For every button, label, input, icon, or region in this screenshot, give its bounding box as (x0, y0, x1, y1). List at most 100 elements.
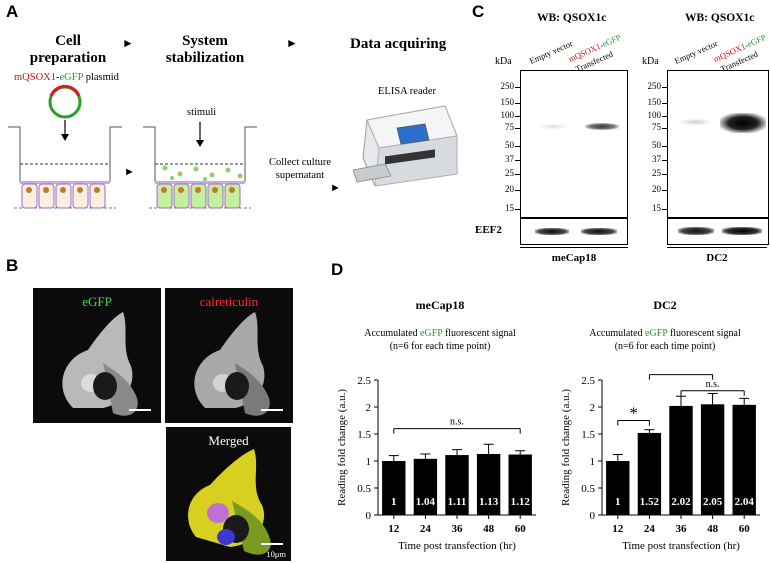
marker-label: 50 (652, 140, 661, 150)
bar (508, 454, 532, 515)
y-tick-label: 1.5 (357, 429, 371, 441)
scale-bar (261, 543, 283, 545)
workflow-illustration: ► ► (8, 84, 340, 209)
significance-label: * (629, 404, 638, 423)
bar (732, 404, 756, 515)
culture-well-2 (143, 126, 257, 209)
y-axis-label: Reading fold change (a.u.) (336, 389, 348, 506)
chart2-title: DC2 (653, 298, 677, 312)
chart2-subtitle: Accumulated eGFP fluorescent signal (n=6… (589, 328, 741, 352)
marker-label: 250 (500, 81, 515, 91)
egfp-label: eGFP (82, 294, 112, 309)
y-tick-label: 2.5 (357, 375, 371, 387)
kda-label-2: kDa (642, 56, 659, 67)
eef2-label: EEF2 (475, 224, 502, 236)
marker-tick (662, 103, 667, 104)
x-tick-label: 12 (612, 523, 624, 535)
western-blot-eef2-meCap18 (520, 218, 628, 245)
bar (606, 461, 630, 515)
western-blot-DC2 (667, 70, 769, 218)
data-label: 2.04 (735, 496, 755, 508)
y-axis-label: Reading fold change (a.u.) (560, 389, 572, 506)
marker-tick (515, 209, 520, 210)
x-tick-label: 24 (420, 523, 432, 535)
culture-well-1 (8, 126, 122, 209)
band-qsox1 (720, 113, 766, 133)
bar (382, 461, 406, 515)
marker-label: 250 (647, 81, 662, 91)
western-blot-eef2-DC2 (667, 218, 769, 245)
scale-bar (261, 409, 283, 411)
marker-tick (515, 174, 520, 175)
x-tick-label: 36 (452, 523, 464, 535)
y-tick-label: 2 (590, 402, 596, 414)
x-axis-label: Time post transfection (hr) (398, 540, 516, 552)
marker-tick (515, 103, 520, 104)
blot-name-meCap18: meCap18 (551, 252, 597, 264)
y-tick-label: 2.5 (581, 375, 595, 387)
marker-tick (662, 146, 667, 147)
band-faint (539, 124, 567, 129)
micrograph-egfp: eGFP (33, 288, 161, 423)
divider (520, 247, 628, 248)
bar (413, 458, 438, 515)
y-tick-label: 0 (590, 510, 596, 522)
panel-letter-b: B (6, 256, 19, 275)
arrow-right-icon: ► (122, 36, 134, 50)
marker-tick (662, 87, 667, 88)
data-label: 1.13 (479, 496, 499, 508)
plasmid-icon (48, 84, 82, 119)
merged-label: Merged (208, 433, 249, 448)
plasmid-label: mQSOX1-eGFP plasmid (14, 72, 119, 83)
panel-letter-a: A (6, 2, 19, 21)
significance-label: n.s. (450, 417, 464, 428)
elisa-reader-icon (352, 105, 458, 187)
micrograph-calreticulin: calreticulin (165, 288, 293, 423)
panel-letter-d: D (331, 260, 344, 279)
marker-tick (515, 190, 520, 191)
marker-tick (662, 128, 667, 129)
step2-title: System stabilization (165, 33, 245, 66)
marker-label: 25 (652, 168, 661, 178)
wb-title-1: WB: QSOX1c (537, 12, 607, 24)
scale-bar (129, 409, 151, 411)
step3-title: Data acquiring (350, 36, 447, 52)
marker-tick (662, 116, 667, 117)
lane-label-empty-vector: Empty vector (672, 38, 720, 66)
significance-label: n.s. (706, 379, 720, 390)
bar (445, 455, 469, 515)
svg-text:►: ► (330, 182, 340, 194)
lane-label-empty-vector: Empty vector (527, 38, 575, 66)
y-tick-label: 0 (366, 510, 372, 522)
marker-tick (662, 209, 667, 210)
scale-bar-label: 10μm (266, 549, 286, 559)
marker-label: 50 (505, 140, 514, 150)
x-tick-label: 48 (707, 523, 719, 535)
bar (700, 404, 725, 515)
band-qsox1 (585, 123, 619, 130)
marker-label: 150 (647, 97, 662, 107)
data-label: 1.12 (511, 496, 531, 508)
data-label: 2.05 (703, 496, 723, 508)
bar (476, 453, 501, 515)
svg-text:►: ► (124, 166, 135, 178)
marker-label: 75 (652, 122, 661, 132)
bar (637, 432, 662, 515)
x-tick-label: 12 (388, 523, 400, 535)
micrograph-merged: Merged 10μm (166, 427, 291, 561)
marker-tick (662, 190, 667, 191)
data-label: 1.04 (416, 496, 436, 508)
kda-label-1: kDa (495, 56, 512, 67)
marker-label: 100 (647, 110, 662, 120)
bar-chart-meCap18: 0 0.5 1 1.5 2 2.5 1 12 1.04 24 1.11 36 1.13 48 1.12 60 n… (336, 375, 536, 552)
bar-chart-DC2: 00.511.522.51121.52242.02362.05482.0460*… (560, 370, 760, 552)
stimuli-label: stimuli (187, 107, 217, 118)
marker-label: 20 (505, 184, 514, 194)
marker-tick (515, 116, 520, 117)
step1-title: Cell preparation (29, 33, 107, 66)
y-tick-label: 1.5 (581, 429, 595, 441)
marker-tick (515, 87, 520, 88)
data-label: 1.52 (640, 496, 660, 508)
blot-name-DC2: DC2 (706, 252, 728, 264)
bar (669, 405, 693, 515)
